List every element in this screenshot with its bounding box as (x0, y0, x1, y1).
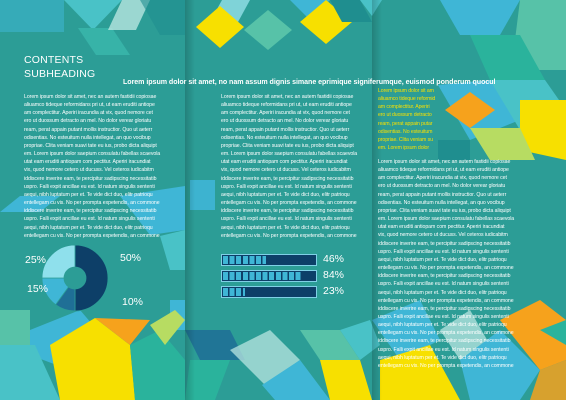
pie-slice-25 (41, 244, 76, 279)
progress-bar-value: 84% (323, 269, 345, 281)
headline: Lorem ipsum dolor sit amet, no nam assum… (123, 78, 496, 86)
progress-bar-track (221, 254, 317, 266)
section-title: CONTENTS SUBHEADING (24, 54, 95, 81)
progress-bar-row: 23% (221, 285, 346, 298)
progress-bar-fill (223, 256, 266, 264)
progress-bar-row: 46% (221, 253, 346, 266)
progress-bar-track (221, 286, 317, 298)
progress-bar-track (221, 270, 317, 282)
page-fold-left (185, 0, 195, 400)
right-column-text: Lorem ipsum dolor sit amet, nec an autem… (378, 159, 515, 369)
pie-label-15: 15% (27, 283, 49, 295)
page-fold-right (372, 0, 382, 400)
pie-label-10: 10% (122, 296, 144, 308)
pie-slice-50 (74, 244, 109, 312)
pie-label-50: 50% (120, 252, 142, 264)
pie-chart (41, 244, 109, 312)
middle-column-text: Lorem ipsum dolor sit amet, nec an autem… (221, 94, 358, 239)
title-contents: CONTENTS (24, 54, 84, 66)
left-column-text: Lorem ipsum dolor sit amet, nec an autem… (24, 94, 161, 239)
progress-bar-fill (223, 288, 245, 296)
pie-label-25: 25% (25, 254, 47, 266)
progress-bar-row: 84% (221, 269, 346, 282)
progress-bar-value: 23% (323, 285, 345, 297)
title-subheading: SUBHEADING (24, 67, 96, 80)
progress-bar-value: 46% (323, 253, 345, 265)
right-highlight-text: Lorem ipsum dolor sit am aliuamco tideque… (378, 88, 436, 152)
progress-bar-fill (223, 272, 302, 280)
